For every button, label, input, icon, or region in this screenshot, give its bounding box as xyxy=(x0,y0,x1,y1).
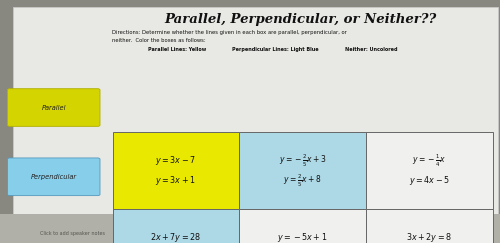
FancyBboxPatch shape xyxy=(8,158,100,196)
Text: Perpendicular: Perpendicular xyxy=(30,174,77,180)
Text: Directions: Determine whether the lines given in each box are parallel, perpendi: Directions: Determine whether the lines … xyxy=(112,30,348,35)
Bar xyxy=(0,214,500,243)
Bar xyxy=(239,209,366,243)
Text: Click to add speaker notes: Click to add speaker notes xyxy=(40,231,105,236)
Bar xyxy=(239,132,366,209)
FancyBboxPatch shape xyxy=(8,89,100,126)
Text: $y = 4x - 5$: $y = 4x - 5$ xyxy=(409,174,450,187)
Bar xyxy=(366,209,492,243)
Text: $2x + 7y = 28$: $2x + 7y = 28$ xyxy=(150,231,202,243)
Bar xyxy=(112,209,239,243)
Text: Parallel, Perpendicular, or Neither??: Parallel, Perpendicular, or Neither?? xyxy=(164,13,436,26)
Text: $y = \frac{2}{5}x + 8$: $y = \frac{2}{5}x + 8$ xyxy=(283,173,322,189)
Bar xyxy=(112,132,239,209)
Text: $y = -\frac{2}{5}x + 3$: $y = -\frac{2}{5}x + 3$ xyxy=(278,152,326,169)
Text: $y = 3x + 1$: $y = 3x + 1$ xyxy=(156,174,196,187)
Text: neither.  Color the boxes as follows:: neither. Color the boxes as follows: xyxy=(112,38,206,43)
Text: Perpendicular Lines: Light Blue: Perpendicular Lines: Light Blue xyxy=(232,47,319,52)
Text: Parallel: Parallel xyxy=(42,104,66,111)
Text: Parallel Lines: Yellow: Parallel Lines: Yellow xyxy=(148,47,206,52)
Text: $y = -\frac{1}{4}x$: $y = -\frac{1}{4}x$ xyxy=(412,152,446,169)
Text: . . .: . . . xyxy=(246,221,254,226)
Bar xyxy=(366,132,492,209)
Text: Neither: Uncolored: Neither: Uncolored xyxy=(345,47,398,52)
Text: $3x + 2y = 8$: $3x + 2y = 8$ xyxy=(406,231,452,243)
Bar xyxy=(12,7,498,214)
Text: $y = 3x - 7$: $y = 3x - 7$ xyxy=(156,154,196,167)
Text: $y = -5x + 1$: $y = -5x + 1$ xyxy=(277,231,328,243)
